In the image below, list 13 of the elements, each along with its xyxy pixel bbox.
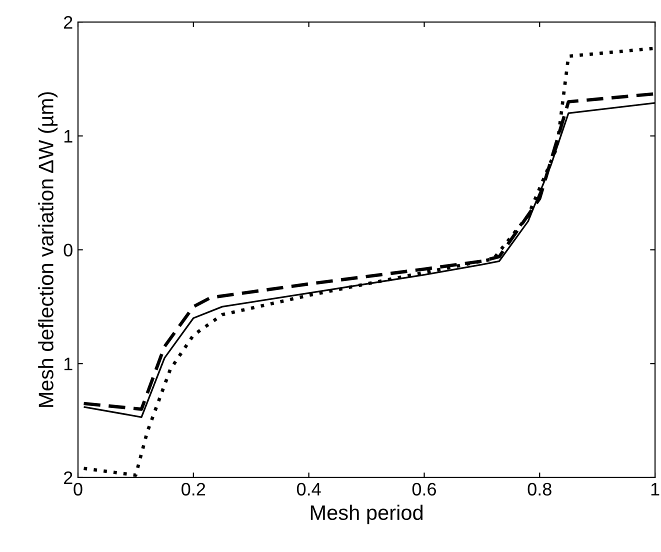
x-tick-label: 0.2	[182, 482, 206, 496]
x-tick-label: 1	[651, 483, 660, 496]
x-tick-label: 0.4	[296, 482, 321, 496]
y-axis-title: Mesh deflection variation ΔW (µm)	[38, 92, 58, 407]
y-tick-label: 1	[64, 358, 72, 370]
x-axis-title: Mesh period	[310, 504, 423, 524]
y-tick-label: 1	[64, 130, 72, 142]
y-tick-label: 2	[64, 471, 72, 484]
x-tick-label: 0.8	[528, 482, 552, 496]
x-tick-label: 0	[74, 482, 82, 496]
y-tick-label: 2	[64, 16, 72, 29]
x-tick-label: 0.6	[412, 482, 436, 496]
y-tick-label: 0	[64, 244, 72, 256]
